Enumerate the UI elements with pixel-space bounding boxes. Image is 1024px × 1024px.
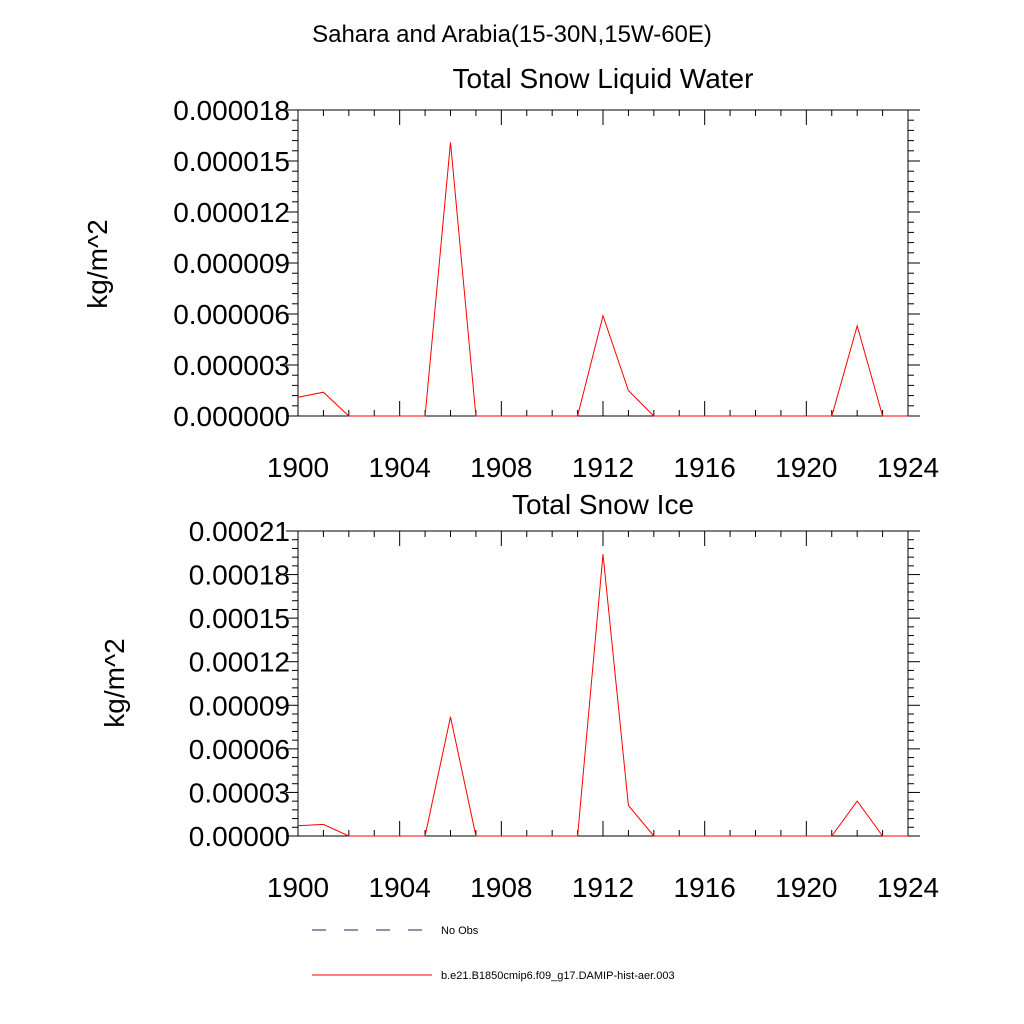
y-tick-labels: 0.00000 0.00003 0.00006 0.00009 0.00012 0.000… <box>189 516 290 852</box>
axis-ticks <box>286 109 920 417</box>
plot-frame <box>297 530 909 837</box>
series-group <box>297 554 908 837</box>
x-tick-labels: 1900 1904 1908 1912 1916 1920 1924 <box>267 452 939 483</box>
axis-ticks <box>286 530 920 837</box>
x-tick-label: 1904 <box>369 452 431 483</box>
y-tick-label: 0.000006 <box>173 299 290 330</box>
y-tick-label: 0.000003 <box>173 350 290 381</box>
y-tick-label: 0.000015 <box>173 146 290 177</box>
x-tick-label: 1916 <box>674 872 736 903</box>
series-line <box>297 554 908 837</box>
y-tick-label: 0.00006 <box>189 734 290 765</box>
x-tick-label: 1908 <box>470 452 532 483</box>
x-tick-label: 1912 <box>572 452 634 483</box>
x-tick-label: 1900 <box>267 872 329 903</box>
series-group <box>297 142 908 417</box>
x-tick-label: 1904 <box>369 872 431 903</box>
y-tick-label: 0.000000 <box>173 401 290 432</box>
x-tick-label: 1916 <box>674 452 736 483</box>
x-tick-labels: 1900 1904 1908 1912 1916 1920 1924 <box>267 872 939 903</box>
chart-panel-snow-ice: Total Snow Ice kg/m^2 0.000000.000030.00… <box>99 489 939 903</box>
y-tick-label: 0.000009 <box>173 248 290 279</box>
y-tick-labels: 0.000000 0.000003 0.000006 0.000009 0.000012… <box>173 95 290 432</box>
legend: No Obs b.e21.B1850cmip6.f09_g17.DAMIP-hi… <box>312 925 675 982</box>
y-tick-label: 0.000012 <box>173 197 290 228</box>
y-tick-label: 0.00021 <box>189 516 290 547</box>
x-tick-label: 1924 <box>877 872 939 903</box>
plot-frame <box>297 109 909 417</box>
x-tick-label: 1924 <box>877 452 939 483</box>
y-tick-label: 0.00012 <box>189 647 290 678</box>
y-tick-label: 0.00003 <box>189 777 290 808</box>
figure-title: Sahara and Arabia(15-30N,15W-60E) <box>312 21 712 48</box>
y-tick-label: 0.00009 <box>189 690 290 721</box>
legend-label-no-obs: No Obs <box>441 925 479 937</box>
x-tick-label: 1912 <box>572 872 634 903</box>
x-tick-label: 1908 <box>470 872 532 903</box>
x-tick-label: 1900 <box>267 452 329 483</box>
x-tick-label: 1920 <box>775 452 837 483</box>
y-tick-label: 0.00018 <box>189 560 290 591</box>
y-tick-label: 0.000018 <box>173 95 290 126</box>
legend-label-model: b.e21.B1850cmip6.f09_g17.DAMIP-hist-aer.… <box>441 970 675 982</box>
y-tick-label: 0.00015 <box>189 603 290 634</box>
x-tick-label: 1920 <box>775 872 837 903</box>
y-tick-label: 0.00000 <box>189 821 290 852</box>
chart-title: Total Snow Liquid Water <box>453 63 754 94</box>
series-line <box>297 142 908 417</box>
chart-panel-snow-liquid-water: Total Snow Liquid Water kg/m^2 0.0000000… <box>82 63 939 483</box>
chart-title: Total Snow Ice <box>512 489 694 520</box>
y-axis-label: kg/m^2 <box>82 219 113 308</box>
y-axis-label: kg/m^2 <box>99 638 130 727</box>
